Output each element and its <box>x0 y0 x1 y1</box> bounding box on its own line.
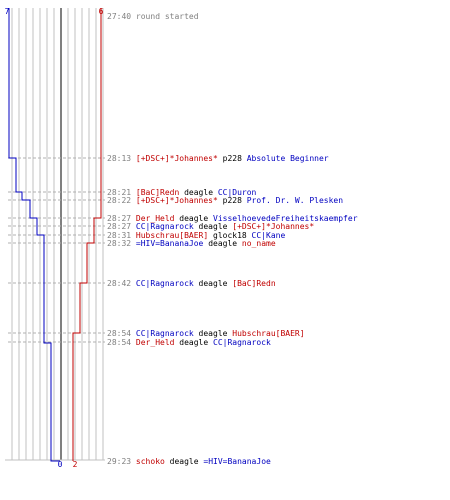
event-row: 28:13 [+DSC+]*Johannes* p228 Absolute Be… <box>107 154 329 163</box>
event-killer: [+DSC+]*Johannes* <box>136 154 218 163</box>
event-time: 28:31 <box>107 231 131 240</box>
event-victim: no_name <box>242 239 276 248</box>
event-killer: [BaC]Redn <box>136 188 180 197</box>
red-start-count: 6 <box>99 7 104 16</box>
event-weapon: glock18 <box>213 231 247 240</box>
event-weapon: p228 <box>223 196 242 205</box>
event-victim: CC|Ragnarock <box>213 338 271 347</box>
event-victim: CC|Duron <box>218 188 257 197</box>
event-time: 28:54 <box>107 329 131 338</box>
event-time: 28:27 <box>107 222 131 231</box>
event-weapon: deagle <box>179 338 208 347</box>
event-victim: VisselhoevedeFreiheitskaempfer <box>213 214 358 223</box>
event-victim: Hubschrau[BAER] <box>232 329 304 338</box>
event-row: 28:21 [BaC]Redn deagle CC|Duron <box>107 188 257 197</box>
event-killer: CC|Ragnarock <box>136 279 194 288</box>
event-victim: [+DSC+]*Johannes* <box>232 222 314 231</box>
event-weapon: deagle <box>170 457 199 466</box>
event-weapon: deagle <box>199 329 228 338</box>
event-time: 28:32 <box>107 239 131 248</box>
event-time: 28:21 <box>107 188 131 197</box>
blue-team-alive-line <box>8 8 60 462</box>
event-time: 28:13 <box>107 154 131 163</box>
event-time: 28:54 <box>107 338 131 347</box>
event-victim: Prof. Dr. W. Plesken <box>247 196 344 205</box>
event-victim: Absolute Beginner <box>247 154 329 163</box>
blue-start-count: 7 <box>5 7 10 16</box>
event-guide-lines <box>8 157 105 343</box>
event-weapon: deagle <box>184 188 213 197</box>
event-time: 28:27 <box>107 214 131 223</box>
event-killer: Der_Held <box>136 338 175 347</box>
blue-end-count: 0 <box>58 460 63 469</box>
event-row: 28:22 [+DSC+]*Johannes* p228 Prof. Dr. W… <box>107 196 343 205</box>
event-row: 29:23 schoko deagle =HIV=BananaJoe <box>107 457 271 466</box>
event-killer: Hubschrau[BAER] <box>136 231 208 240</box>
player-grid <box>5 8 105 461</box>
event-log: 27:40 round started 28:13 [+DSC+]*Johanne… <box>107 12 358 466</box>
event-killer: schoko <box>136 457 165 466</box>
event-weapon: deagle <box>179 214 208 223</box>
event-row: 28:32 =HIV=BananaJoe deagle no_name <box>107 239 276 248</box>
event-time: 29:23 <box>107 457 131 466</box>
event-time: 28:22 <box>107 196 131 205</box>
event-victim: CC|Kane <box>252 231 286 240</box>
event-row: 28:54 Der_Held deagle CC|Ragnarock <box>107 338 271 347</box>
event-row: 27:40 round started <box>107 12 199 21</box>
event-weapon: deagle <box>199 279 228 288</box>
event-killer: Der_Held <box>136 214 175 223</box>
event-row: 28:27 CC|Ragnarock deagle [+DSC+]*Johann… <box>107 222 314 231</box>
event-note: round started <box>136 12 199 21</box>
event-killer: =HIV=BananaJoe <box>136 239 204 248</box>
event-weapon: deagle <box>208 239 237 248</box>
event-killer: [+DSC+]*Johannes* <box>136 196 218 205</box>
event-victim: [BaC]Redn <box>232 279 276 288</box>
event-weapon: deagle <box>199 222 228 231</box>
event-row: 28:31 Hubschrau[BAER] glock18 CC|Kane <box>107 231 285 240</box>
event-row: 28:54 CC|Ragnarock deagle Hubschrau[BAER… <box>107 329 305 338</box>
red-team-alive-line <box>72 8 102 461</box>
event-time: 28:42 <box>107 279 131 288</box>
event-victim: =HIV=BananaJoe <box>203 457 271 466</box>
red-end-count: 2 <box>73 460 78 469</box>
event-row: 28:42 CC|Ragnarock deagle [BaC]Redn <box>107 279 276 288</box>
event-time: 27:40 <box>107 12 131 21</box>
event-row: 28:27 Der_Held deagle VisselhoevedeFreih… <box>107 214 358 223</box>
event-killer: CC|Ragnarock <box>136 329 194 338</box>
event-killer: CC|Ragnarock <box>136 222 194 231</box>
event-weapon: p228 <box>223 154 242 163</box>
